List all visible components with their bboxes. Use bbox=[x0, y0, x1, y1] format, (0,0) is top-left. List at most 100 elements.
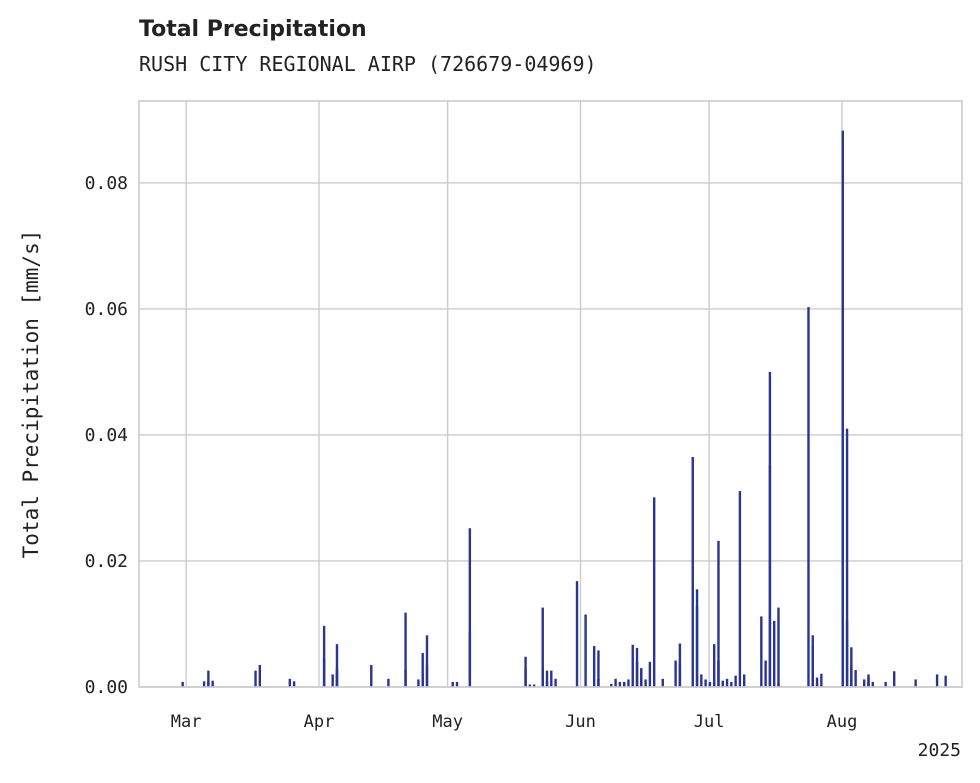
precipitation-bar bbox=[584, 614, 587, 687]
precipitation-bar bbox=[468, 631, 472, 687]
plot-frame bbox=[138, 100, 963, 688]
precipitation-bar bbox=[614, 678, 617, 687]
x-tick-labels: Mar Apr May Jun Jul Aug bbox=[171, 712, 858, 732]
precipitation-bar bbox=[622, 681, 626, 687]
y-tick-label: 0.00 bbox=[85, 677, 128, 698]
precipitation-bar bbox=[288, 678, 292, 687]
precipitation-bar bbox=[468, 528, 472, 687]
precipitation-bar bbox=[292, 681, 296, 687]
grid-lines bbox=[139, 101, 962, 688]
x-tick-label: Mar bbox=[171, 712, 202, 732]
precipitation-bar bbox=[935, 674, 939, 687]
chart-subtitle: RUSH CITY REGIONAL AIRP (726679-04969) bbox=[139, 52, 597, 76]
y-axis-label: Total Precipitation [mm/s] bbox=[19, 230, 43, 559]
precipitation-bar bbox=[258, 664, 262, 687]
precipitation-bar bbox=[335, 668, 339, 687]
precipitation-bar bbox=[850, 647, 853, 687]
precipitation-bar bbox=[648, 661, 652, 687]
precipitation-bar bbox=[425, 635, 429, 687]
precipitation-bar bbox=[871, 681, 874, 687]
x-tick-label: Jun bbox=[565, 712, 596, 732]
precipitation-bar bbox=[772, 620, 776, 687]
precipitation-bar bbox=[854, 669, 857, 687]
precipitation-bar bbox=[884, 681, 887, 687]
precipitation-bar bbox=[335, 644, 339, 687]
precipitation-bar bbox=[575, 581, 579, 687]
precipitation-bar bbox=[618, 681, 622, 687]
precipitation-bar bbox=[734, 675, 737, 687]
precipitation-bar bbox=[541, 607, 544, 687]
precipitation-bar bbox=[845, 620, 849, 687]
precipitation-bar bbox=[760, 616, 763, 687]
chart-title: Total Precipitation bbox=[139, 17, 367, 42]
precipitation-bar bbox=[322, 658, 326, 687]
precipitation-bar bbox=[695, 606, 699, 687]
precipitation-bar bbox=[331, 674, 334, 687]
y-tick-label: 0.06 bbox=[85, 299, 128, 320]
precipitation-bar bbox=[717, 540, 720, 687]
precipitation-bar bbox=[640, 668, 643, 687]
precipitation-bar bbox=[721, 680, 724, 687]
precipitation-bar bbox=[370, 664, 373, 687]
precipitation-bar bbox=[541, 668, 544, 687]
x-tick-label: Aug bbox=[827, 712, 858, 732]
precipitation-bar bbox=[704, 679, 707, 687]
precipitation-bar bbox=[730, 681, 733, 687]
precipitation-bar bbox=[661, 678, 664, 687]
precipitation-bar bbox=[777, 683, 780, 687]
precipitation-bar bbox=[712, 644, 716, 687]
precipitation-bar bbox=[867, 681, 870, 687]
x-tick-label: Apr bbox=[304, 712, 335, 732]
precipitation-bar bbox=[528, 684, 532, 687]
precipitation-bar bbox=[597, 678, 600, 687]
precipitation-bar bbox=[712, 681, 716, 687]
precipitation-bar bbox=[455, 681, 459, 687]
precipitation-bar bbox=[322, 625, 326, 687]
y-tick-labels: 0.00 0.02 0.04 0.06 0.08 bbox=[85, 173, 128, 698]
precipitation-bar bbox=[717, 660, 720, 687]
precipitation-bar bbox=[425, 664, 429, 687]
precipitation-bar bbox=[725, 678, 729, 687]
precipitation-bar bbox=[700, 674, 703, 687]
precipitation-bar bbox=[627, 679, 630, 687]
precipitation-bar bbox=[592, 646, 596, 687]
precipitation-bar bbox=[550, 670, 553, 687]
precipitation-bar bbox=[691, 457, 694, 687]
precipitation-bar bbox=[532, 684, 536, 687]
precipitation-bar bbox=[652, 497, 656, 687]
precipitation-bar bbox=[610, 683, 613, 687]
precipitation-bar bbox=[914, 679, 917, 687]
precipitation-bar bbox=[631, 644, 634, 687]
precipitation-bar bbox=[863, 679, 866, 687]
precipitation-bar bbox=[674, 660, 677, 687]
precipitation-bar bbox=[678, 643, 682, 687]
precipitation-bar bbox=[807, 307, 810, 687]
precipitation-bar bbox=[421, 674, 424, 687]
precipitation-bar bbox=[768, 371, 772, 687]
precipitation-bar bbox=[742, 674, 746, 687]
y-tick-label: 0.08 bbox=[85, 173, 128, 194]
precipitation-bar bbox=[820, 673, 823, 687]
x-tick-label: Jul bbox=[694, 712, 725, 732]
precipitation-bar bbox=[545, 681, 549, 687]
precipitation-bar bbox=[404, 612, 407, 687]
precipitation-bar bbox=[944, 675, 947, 687]
precipitation-bar bbox=[708, 681, 712, 687]
precipitation-bar bbox=[554, 678, 557, 687]
precipitation-bar bbox=[524, 669, 527, 687]
precipitation-bar bbox=[202, 681, 206, 687]
precipitation-bar bbox=[181, 681, 184, 687]
precipitation-bar bbox=[815, 677, 819, 687]
precipitation-bar bbox=[207, 670, 210, 687]
x-tick-label: May bbox=[432, 712, 463, 732]
precipitation-bar bbox=[845, 428, 849, 687]
precipitation-bar bbox=[893, 671, 896, 687]
y-tick-label: 0.02 bbox=[85, 551, 128, 572]
precipitation-bar bbox=[815, 683, 819, 687]
y-tick-label: 0.04 bbox=[85, 425, 128, 446]
precipitation-bar bbox=[764, 660, 767, 687]
precipitation-bar bbox=[777, 607, 780, 687]
precipitation-bar bbox=[254, 670, 257, 687]
precipitation-bar bbox=[387, 678, 390, 687]
